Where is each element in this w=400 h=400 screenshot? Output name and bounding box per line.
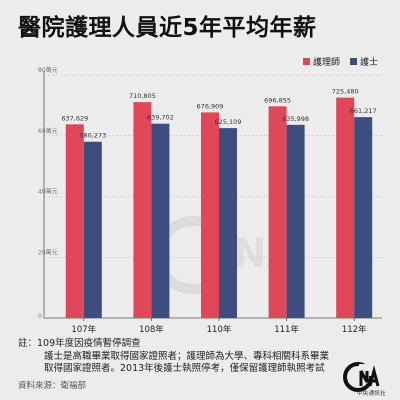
- y-tick-label: 60萬元: [38, 127, 58, 135]
- logo-caption: 中央通訊社: [356, 391, 386, 397]
- legend-label: 護理師: [312, 58, 340, 68]
- bar: [201, 112, 219, 319]
- x-tick-label: 107年: [71, 324, 96, 335]
- y-tick-label: 40萬元: [38, 188, 58, 196]
- bar-value-label: 639,702: [147, 114, 174, 122]
- bar-value-label: 635,998: [282, 115, 309, 123]
- y-tick-label: 0: [38, 313, 42, 320]
- x-tick-label: 110年: [207, 324, 232, 335]
- footnote-line: 護士是高職畢業取得國家證照者；護理師為大學、專科相關科系畢業: [44, 350, 330, 362]
- chart-legend: 護理師 護士: [302, 55, 378, 68]
- x-tick-label: 108年: [139, 324, 164, 335]
- footnotes: 註：109年度因疫情暫停調查 護士是高職畢業取得國家證照者；護理師為大學、專科相…: [18, 338, 348, 376]
- legend-label: 護士: [359, 58, 378, 68]
- x-tick-label: 112年: [342, 324, 367, 335]
- bar-value-label: 661,217: [350, 107, 377, 115]
- x-tick-label: 111年: [274, 324, 299, 335]
- bar-value-label: 710,805: [129, 92, 156, 100]
- bar-value-label: 637,629: [61, 114, 88, 122]
- bar-value-label: 676,909: [197, 102, 224, 110]
- bar: [151, 123, 170, 318]
- y-tick-label: 80萬元: [38, 66, 58, 74]
- legend-item-nurse-practitioner: 護理師: [302, 55, 340, 68]
- legend-item-nurse: 護士: [349, 55, 378, 68]
- bar: [268, 106, 287, 318]
- page-title: 醫院護理人員近5年平均年薪: [18, 15, 317, 41]
- bar: [286, 124, 305, 318]
- y-tick-label: 20萬元: [38, 248, 58, 256]
- footnote-line: 註：109年度因疫情暫停調查: [18, 338, 141, 349]
- bar-value-label: 696,855: [264, 96, 291, 104]
- bar: [133, 102, 152, 318]
- footnote-line: 取得國家證照者。2013年後護士執照停考，僅保留護理師執照考試: [44, 363, 325, 374]
- bar-value-label: 625,109: [215, 118, 242, 126]
- legend-swatch-red: [302, 58, 310, 65]
- bar-value-label: 580,273: [79, 132, 106, 140]
- cna-logo-icon: [343, 362, 380, 392]
- bar: [65, 124, 84, 318]
- bar: [83, 141, 102, 318]
- legend-swatch-navy: [349, 58, 357, 65]
- bar-value-label: 725,480: [332, 88, 359, 96]
- source-text: 資料來源：衛福部: [18, 381, 87, 391]
- bar: [219, 128, 237, 318]
- bar: [354, 117, 373, 318]
- bar: [336, 97, 355, 318]
